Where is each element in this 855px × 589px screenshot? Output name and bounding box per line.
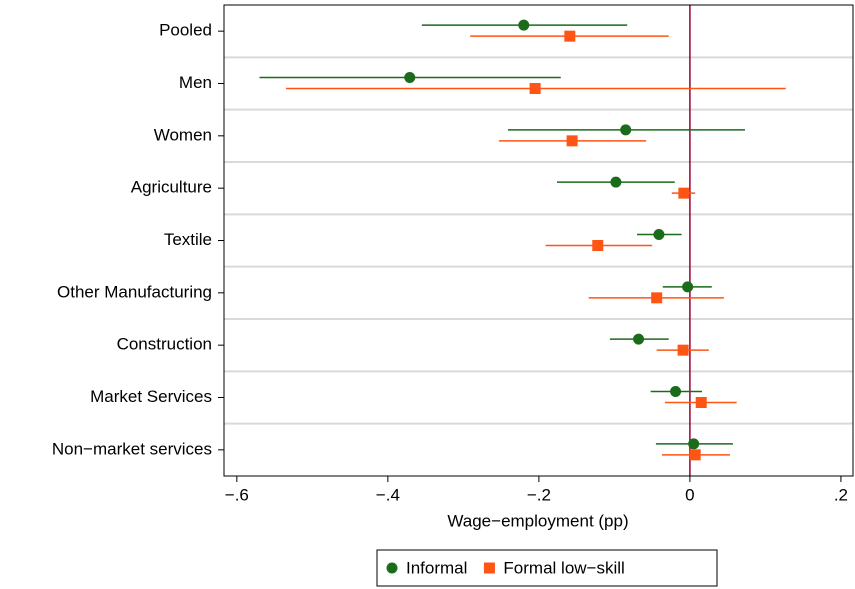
y-tick-label: Agriculture xyxy=(131,178,212,197)
point-estimate xyxy=(610,176,622,188)
y-tick-label: Women xyxy=(154,125,212,144)
y-tick-label: Pooled xyxy=(159,21,212,40)
y-tick-label: Market Services xyxy=(90,387,212,406)
point-estimate xyxy=(677,344,689,356)
legend-label: Formal low−skill xyxy=(503,558,624,577)
point-estimate xyxy=(678,187,690,199)
x-tick-label: −.2 xyxy=(527,485,551,504)
x-tick-label: −.6 xyxy=(225,485,249,504)
point-estimate xyxy=(688,438,700,450)
point-estimate xyxy=(620,124,632,136)
point-estimate xyxy=(651,292,663,304)
legend-box xyxy=(376,549,718,587)
point-estimate xyxy=(529,83,541,94)
plot-frame xyxy=(223,4,854,477)
point-estimate xyxy=(689,449,701,461)
point-estimate xyxy=(670,386,682,397)
y-tick-label: Textile xyxy=(164,230,212,249)
point-estimate xyxy=(695,397,707,408)
y-tick-label: Construction xyxy=(117,335,212,354)
x-axis-label: Wage−employment (pp) xyxy=(447,511,628,530)
point-estimate xyxy=(566,135,578,147)
point-estimate xyxy=(404,72,416,83)
y-tick-label: Other Manufacturing xyxy=(57,282,212,301)
point-estimate xyxy=(518,19,530,31)
point-estimate xyxy=(682,281,694,293)
y-tick-label: Men xyxy=(179,73,212,92)
point-estimate xyxy=(653,229,665,240)
legend-marker xyxy=(386,562,398,574)
point-estimate xyxy=(633,333,645,345)
x-tick-label: .2 xyxy=(834,485,848,504)
x-tick-label: −.4 xyxy=(376,485,400,504)
point-estimate xyxy=(592,240,604,251)
point-estimate xyxy=(564,30,576,42)
x-tick-label: 0 xyxy=(685,485,694,504)
legend-marker xyxy=(483,562,495,574)
y-tick-label: Non−market services xyxy=(52,439,212,458)
legend-label: Informal xyxy=(406,558,467,577)
